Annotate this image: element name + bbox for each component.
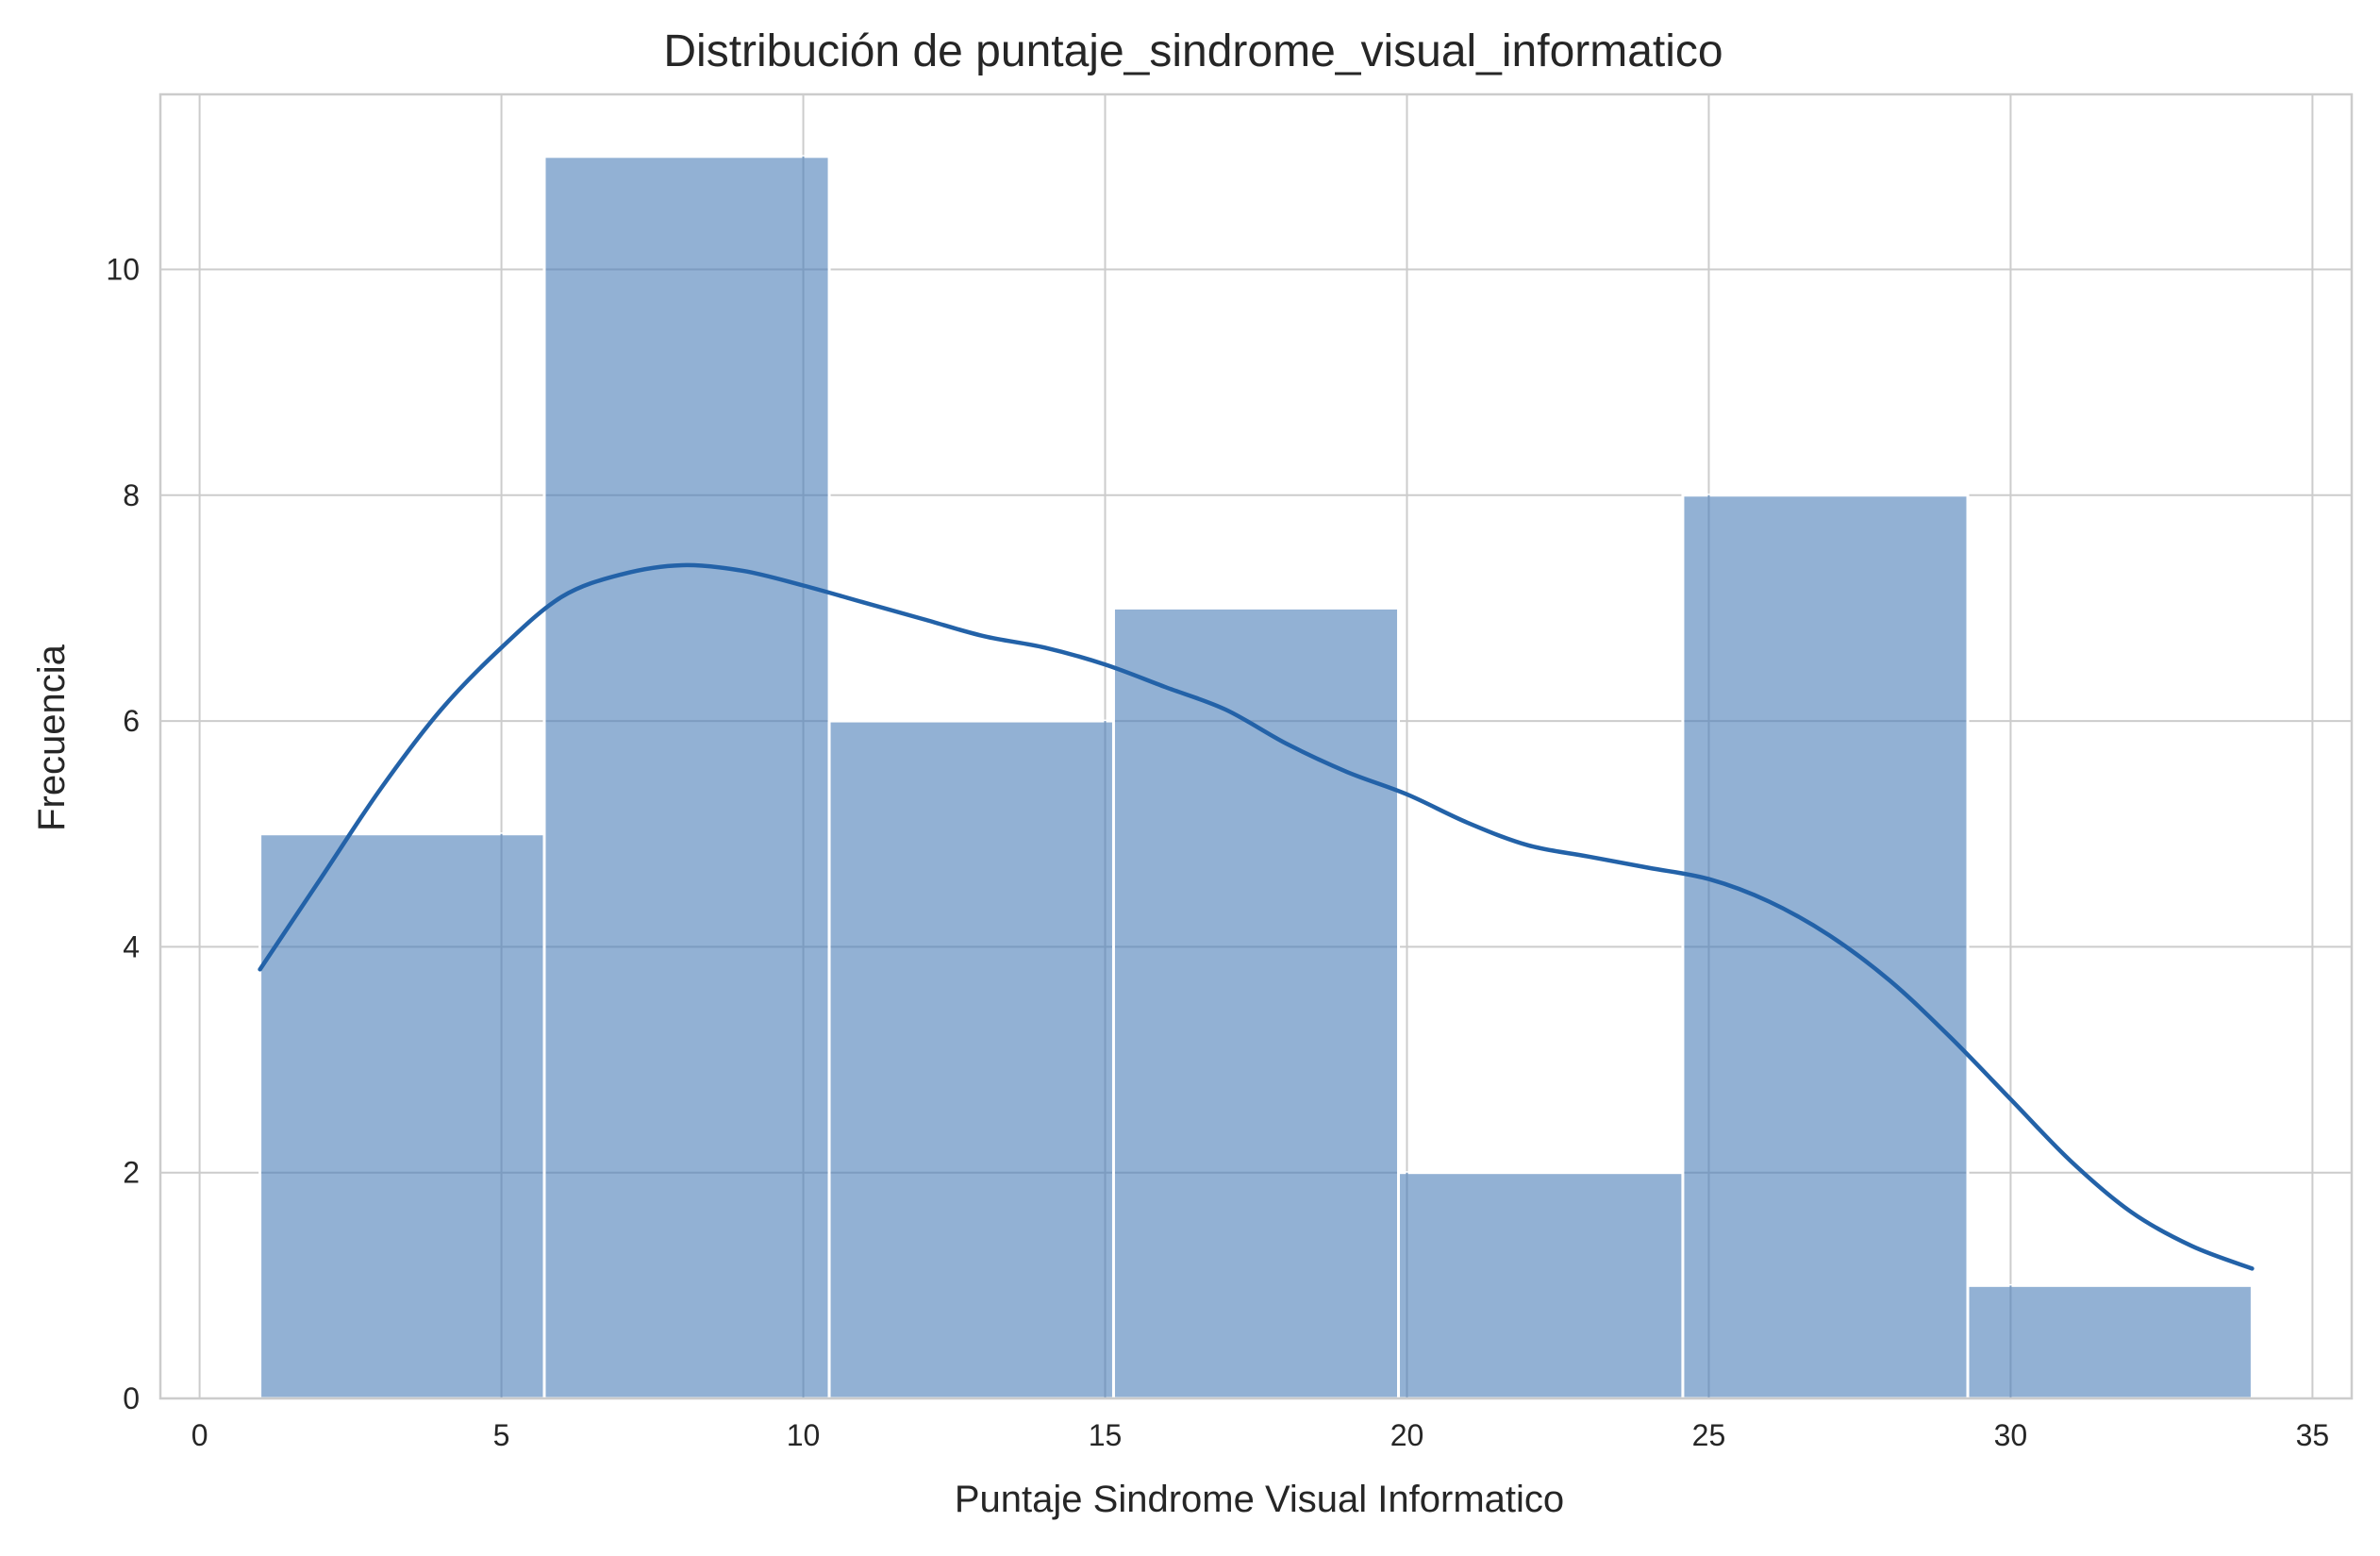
kde-line <box>258 562 2255 1271</box>
histogram-bar <box>1111 606 1401 1400</box>
x-tick-labels: 0 5 10 15 20 25 30 35 <box>191 1418 2330 1452</box>
plot-frame <box>158 92 2354 1400</box>
histogram-bar <box>258 832 546 1400</box>
y-axis-label: Frecuencia <box>31 644 73 831</box>
histogram-bar <box>1966 1283 2254 1400</box>
x-tick-label: 5 <box>493 1418 510 1452</box>
x-tick-label: 0 <box>191 1418 208 1452</box>
y-tick-label: 6 <box>123 704 140 738</box>
histogram-bar <box>827 719 1115 1400</box>
y-tick-label: 4 <box>123 929 140 963</box>
chart-title: Distribución de puntaje_sindrome_visual_… <box>663 26 1723 76</box>
kde-layer <box>258 562 2255 1271</box>
x-tick-label: 20 <box>1390 1418 1424 1452</box>
y-tick-label: 0 <box>123 1381 140 1415</box>
axes-border <box>158 92 2354 1400</box>
x-tick-label: 35 <box>2296 1418 2330 1452</box>
x-tick-label: 15 <box>1089 1418 1123 1452</box>
x-tick-label: 10 <box>787 1418 821 1452</box>
y-tick-label: 2 <box>123 1156 140 1190</box>
histogram-bar <box>1397 1171 1685 1400</box>
x-axis-label: Puntaje Sindrome Visual Informatico <box>955 1479 1564 1520</box>
bars-layer <box>258 155 2254 1400</box>
histogram-bar <box>542 155 831 1400</box>
x-tick-label: 30 <box>1994 1418 2028 1452</box>
y-tick-label: 10 <box>106 252 140 286</box>
y-tick-labels: 0 2 4 6 8 10 <box>106 252 140 1415</box>
x-tick-label: 25 <box>1692 1418 1726 1452</box>
y-tick-label: 8 <box>123 478 140 512</box>
